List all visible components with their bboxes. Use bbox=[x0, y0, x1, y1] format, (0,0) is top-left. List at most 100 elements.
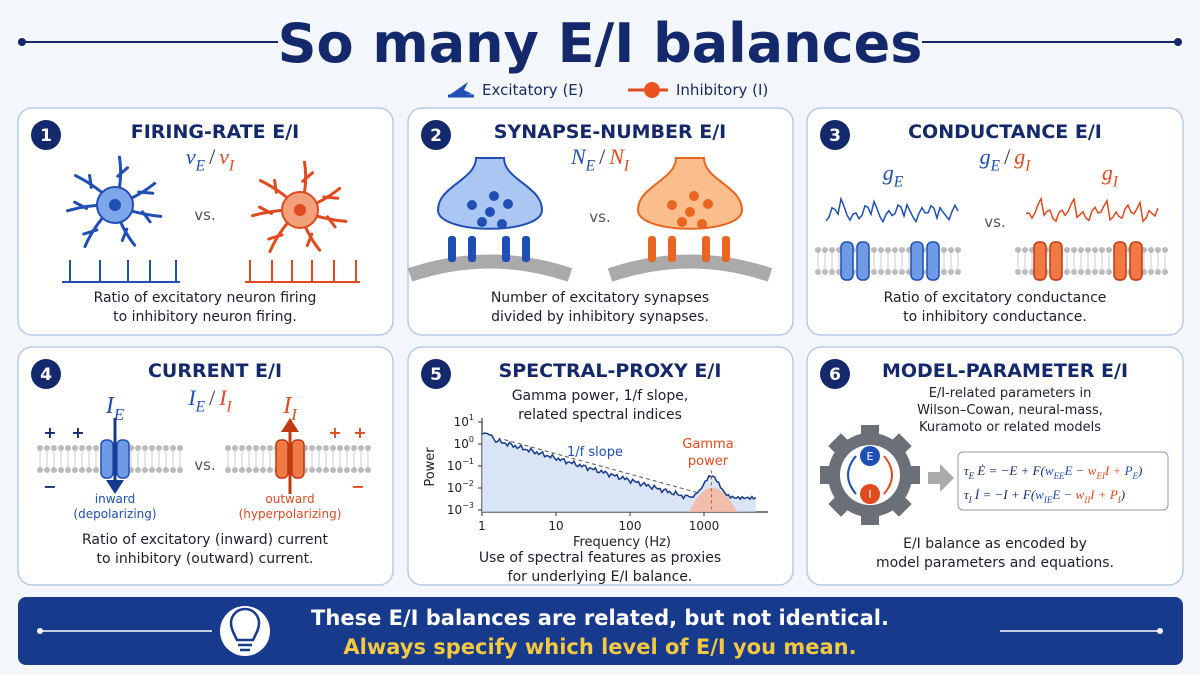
lipid-head bbox=[1022, 269, 1028, 275]
lipid-head bbox=[955, 269, 961, 275]
y-axis-label: Power bbox=[423, 447, 438, 487]
lipid-head bbox=[1015, 247, 1021, 253]
plot-annotation: Gamma bbox=[682, 437, 733, 452]
panel-subtitle: E/I-related parameters in bbox=[929, 386, 1092, 401]
equation-part: E bbox=[968, 471, 975, 481]
equation-part: I bbox=[968, 495, 973, 505]
equation-part: w bbox=[1045, 463, 1054, 478]
math-part: E bbox=[893, 174, 904, 191]
lipid-head bbox=[58, 467, 64, 473]
vesicle bbox=[485, 207, 495, 217]
lipid-head bbox=[135, 467, 141, 473]
y-tick-label: 100 bbox=[454, 435, 474, 451]
equation-part: Ė = −E + F( bbox=[974, 463, 1045, 478]
rule-end bbox=[18, 38, 26, 46]
receptor bbox=[702, 236, 710, 262]
comparison-label: vs. bbox=[194, 206, 215, 224]
lipid-head bbox=[44, 467, 50, 473]
lipid-head bbox=[65, 467, 71, 473]
tick-exponent: 0 bbox=[469, 435, 474, 444]
panel-title: CONDUCTANCE E/I bbox=[908, 121, 1102, 143]
panel-description: Number of excitatory synapses bbox=[491, 290, 709, 306]
panel bbox=[17, 107, 394, 336]
math-label: II bbox=[282, 393, 298, 424]
math-label: NE / NI bbox=[570, 144, 630, 175]
receptor bbox=[502, 236, 510, 262]
math-part: E bbox=[585, 158, 596, 175]
vesicle bbox=[503, 199, 513, 209]
lipid-head bbox=[815, 247, 821, 253]
nucleus bbox=[294, 204, 306, 216]
charge-sign: + bbox=[328, 423, 341, 442]
lipid-head bbox=[878, 247, 884, 253]
equation-part: P bbox=[1109, 487, 1118, 502]
lipid-head bbox=[829, 269, 835, 275]
lipid-head bbox=[871, 269, 877, 275]
lipid-head bbox=[822, 247, 828, 253]
panel-subtitle: related spectral indices bbox=[518, 407, 682, 423]
lipid-head bbox=[358, 445, 364, 451]
lipid-head bbox=[351, 467, 357, 473]
lipid-head bbox=[267, 467, 273, 473]
lipid-head bbox=[1099, 269, 1105, 275]
legend-label: Excitatory (E) bbox=[482, 81, 584, 99]
math-part: N bbox=[608, 144, 625, 169]
tick-exponent: −3 bbox=[462, 501, 474, 510]
lipid-head bbox=[330, 445, 336, 451]
math-part: ν bbox=[186, 144, 196, 169]
lipid-head bbox=[72, 445, 78, 451]
node-label: E bbox=[867, 450, 874, 463]
math-part: I bbox=[187, 385, 197, 410]
nucleus bbox=[109, 199, 121, 211]
banner bbox=[18, 597, 1183, 665]
lipid-head bbox=[871, 247, 877, 253]
charge-sign: + bbox=[71, 423, 84, 442]
channel bbox=[1049, 241, 1063, 281]
lipid-head bbox=[344, 467, 350, 473]
math-part: I bbox=[282, 393, 292, 419]
equation-part: E bbox=[1132, 471, 1139, 481]
lipid-head bbox=[892, 269, 898, 275]
slope-guide bbox=[504, 439, 697, 493]
vesicle bbox=[689, 191, 699, 201]
math-part: E bbox=[113, 405, 124, 424]
tick-base: 10 bbox=[447, 459, 462, 473]
panel-subtitle: Gamma power, 1/f slope, bbox=[512, 388, 689, 404]
equation-part: IE bbox=[1043, 495, 1053, 505]
receptor bbox=[522, 236, 530, 262]
legend-label: Inhibitory (I) bbox=[676, 81, 768, 99]
receptor bbox=[648, 236, 656, 262]
equation-part: w bbox=[1076, 487, 1085, 502]
equation-part: τ bbox=[964, 487, 970, 502]
plot-annotation: power bbox=[688, 454, 729, 469]
panel-title: SYNAPSE-NUMBER E/I bbox=[494, 121, 726, 143]
vesicle bbox=[467, 200, 477, 210]
vesicle bbox=[489, 191, 499, 201]
panel-badge bbox=[820, 359, 850, 389]
charge-sign: − bbox=[43, 477, 56, 496]
receptor bbox=[448, 236, 456, 262]
math-part: E bbox=[990, 158, 1001, 175]
conductance-trace bbox=[1025, 196, 1159, 223]
lipid-head bbox=[309, 467, 315, 473]
lipid-head bbox=[822, 269, 828, 275]
lipid-head bbox=[93, 467, 99, 473]
lipid-head bbox=[267, 445, 273, 451]
tick-exponent: −2 bbox=[462, 479, 474, 488]
lipid-head bbox=[899, 247, 905, 253]
panel-title: FIRING-RATE E/I bbox=[131, 121, 300, 143]
panel-number: 6 bbox=[829, 365, 841, 385]
lipid-head bbox=[156, 467, 162, 473]
receptor bbox=[468, 236, 476, 262]
panel-description: Ratio of excitatory conductance bbox=[884, 290, 1107, 306]
panels: 1 FIRING-RATE E/I Ratio of excitatory neur… bbox=[17, 107, 1184, 586]
lipid-head bbox=[351, 445, 357, 451]
legend-icon-inhibitory bbox=[644, 82, 660, 98]
arrow bbox=[928, 464, 954, 492]
lipid-head bbox=[358, 467, 364, 473]
banner-line: These E/I balances are related, but not … bbox=[311, 606, 889, 630]
plot-annotation: 1/f slope bbox=[567, 445, 623, 460]
panel-description: to inhibitory conductance. bbox=[903, 309, 1087, 325]
vesicle bbox=[697, 219, 707, 229]
current-label: (hyperpolarizing) bbox=[239, 507, 342, 521]
